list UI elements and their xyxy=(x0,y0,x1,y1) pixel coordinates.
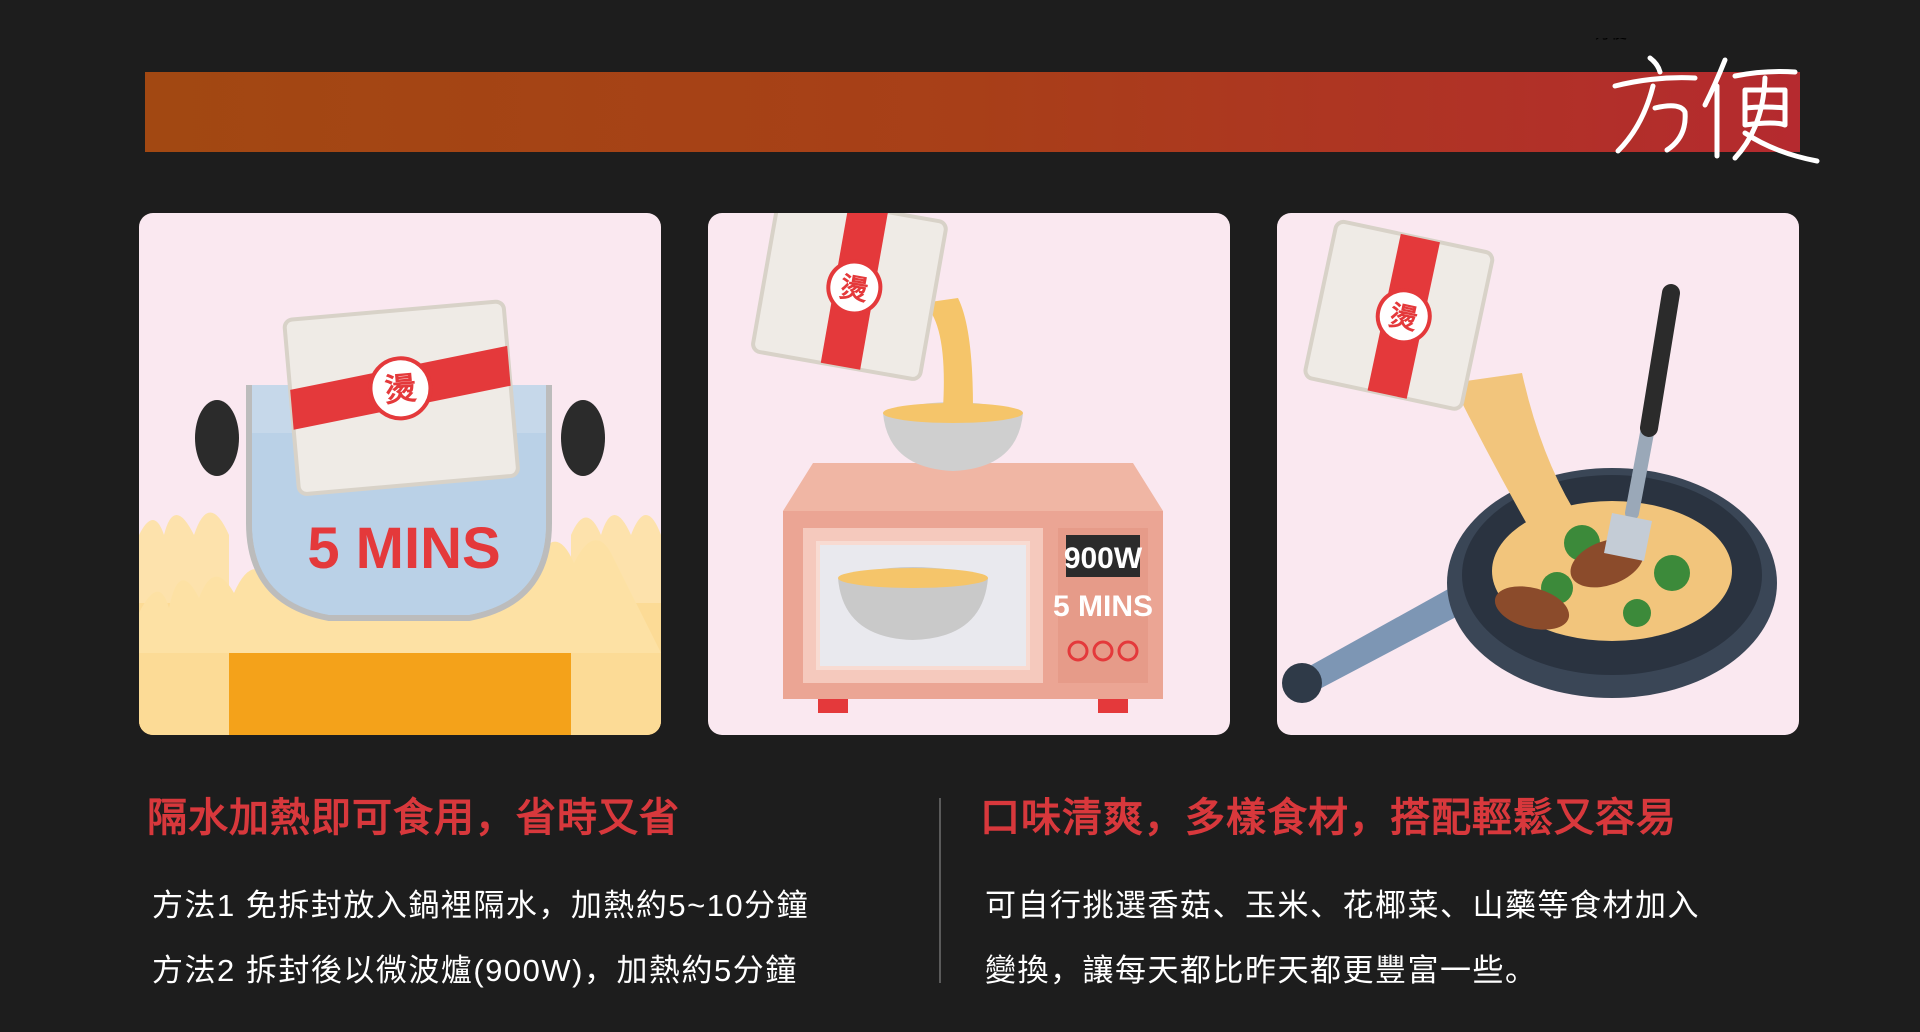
left-line-method-2: 方法2 拆封後以微波爐(900W)，加熱約5分鐘 xyxy=(152,953,798,988)
badge-glyph: 燙 xyxy=(837,270,870,307)
right-heading: 口味清爽，多樣食材，搭配輕鬆又容易 xyxy=(980,794,1677,841)
brand-calligraphy-logo: 方便 xyxy=(1595,38,1820,164)
left-heading: 隔水加熱即可食用，省時又省 xyxy=(147,794,680,841)
pot-illustration: 燙 5 MINS xyxy=(139,299,661,735)
time-label: 5 MINS xyxy=(307,516,500,581)
microwave-illustration: 900W 5 MINS 燙 xyxy=(751,213,1163,713)
panel-boil-in-water: 燙 5 MINS xyxy=(139,213,661,735)
badge-glyph: 燙 xyxy=(1386,299,1420,337)
panel-frying-pan: 燙 xyxy=(1277,213,1799,735)
right-line-2: 變換，讓每天都比昨天都更豐富一些。 xyxy=(985,953,1538,988)
left-line-method-1: 方法1 免拆封放入鍋裡隔水，加熱約5~10分鐘 xyxy=(152,888,810,923)
power-label: 900W xyxy=(1064,542,1143,575)
badge-glyph: 燙 xyxy=(383,369,418,410)
frying-pan-illustration: 燙 xyxy=(1282,219,1777,703)
title-banner xyxy=(145,72,1800,152)
microwave-time-label: 5 MINS xyxy=(1053,590,1153,623)
panel-microwave: 900W 5 MINS 燙 xyxy=(708,213,1230,735)
right-line-1: 可自行挑選香菇、玉米、花椰菜、山藥等食材加入 xyxy=(985,888,1700,923)
brand-word: 方便 xyxy=(1595,38,1627,42)
section-divider xyxy=(939,798,941,983)
